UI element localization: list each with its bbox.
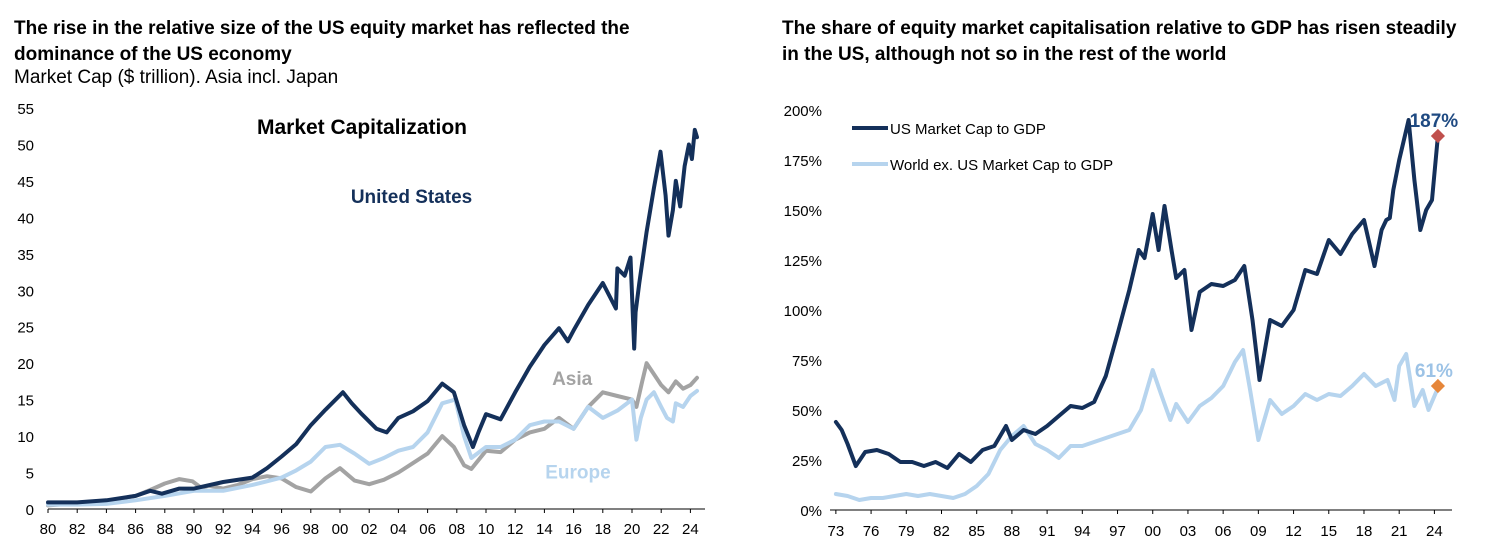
y-tick-label: 25% bbox=[792, 453, 822, 470]
market-cap-chart: 0 5 10 15 20 25 30 35 40 45 50 55 80 82 84 86 88 90 92 94 96… bbox=[17, 101, 705, 538]
x-tick-label: 00 bbox=[332, 521, 349, 538]
y-tick-label: 20 bbox=[17, 356, 34, 373]
y-tick-label: 10 bbox=[17, 429, 34, 446]
right-chart-panel: The share of equity market capitalisatio… bbox=[760, 0, 1486, 555]
inner-chart-title: Market Capitalization bbox=[257, 116, 467, 139]
left-chart-headline: The rise in the relative size of the US … bbox=[14, 18, 630, 65]
x-tick-label: 12 bbox=[507, 521, 524, 538]
y-tick-label: 5 bbox=[26, 466, 34, 483]
x-tick-label: 12 bbox=[1285, 523, 1302, 540]
market-cap-to-gdp-chart: 0% 25% 50% 75% 100% 125% 150% 175% 200% 73 76 79 82 8… bbox=[784, 103, 1459, 540]
y-tick-label: 125% bbox=[784, 253, 822, 270]
x-tick-label: 94 bbox=[244, 521, 261, 538]
series-line-europe bbox=[46, 388, 699, 507]
x-tick-label: 18 bbox=[1356, 523, 1373, 540]
x-tick-label: 02 bbox=[361, 521, 378, 538]
x-tick-label: 06 bbox=[419, 521, 436, 538]
x-tick-label: 24 bbox=[682, 521, 699, 538]
x-tick-label: 97 bbox=[1109, 523, 1126, 540]
series-label-asia: Asia bbox=[552, 369, 593, 390]
x-tick-label: 04 bbox=[390, 521, 407, 538]
x-tick-label: 88 bbox=[156, 521, 173, 538]
x-tick-label: 09 bbox=[1250, 523, 1267, 540]
series-label-united-states: United States bbox=[351, 187, 472, 208]
y-tick-label: 100% bbox=[784, 303, 822, 320]
x-tick-label: 24 bbox=[1426, 523, 1443, 540]
x-tick-label: 91 bbox=[1039, 523, 1056, 540]
end-marker bbox=[1430, 378, 1445, 394]
x-tick-label: 16 bbox=[565, 521, 582, 538]
legend-label: World ex. US Market Cap to GDP bbox=[890, 157, 1113, 174]
x-tick-label: 82 bbox=[933, 523, 950, 540]
end-value-label: 187% bbox=[1410, 111, 1459, 132]
left-chart-subtitle: Market Cap ($ trillion). Asia incl. Japa… bbox=[14, 67, 339, 88]
end-value-label: 61% bbox=[1415, 361, 1453, 382]
series-line-world-ex-us-market-cap-to-gdp bbox=[833, 348, 1440, 502]
series-label-europe: Europe bbox=[545, 462, 610, 483]
y-tick-label: 0 bbox=[26, 502, 34, 519]
x-tick-label: 82 bbox=[69, 521, 86, 538]
left-chart-panel: The rise in the relative size of the US … bbox=[0, 0, 740, 555]
y-tick-label: 30 bbox=[17, 283, 34, 300]
y-tick-label: 50 bbox=[17, 137, 34, 154]
x-tick-label: 98 bbox=[302, 521, 319, 538]
y-tick-label: 40 bbox=[17, 210, 34, 227]
legend-label: US Market Cap to GDP bbox=[890, 121, 1046, 138]
y-tick-label: 25 bbox=[17, 320, 34, 337]
x-tick-label: 79 bbox=[898, 523, 915, 540]
y-tick-label: 175% bbox=[784, 153, 822, 170]
x-tick-label: 73 bbox=[828, 523, 845, 540]
x-tick-label: 21 bbox=[1391, 523, 1408, 540]
x-tick-label: 80 bbox=[40, 521, 57, 538]
right-chart-headline: The share of equity market capitalisatio… bbox=[782, 18, 1457, 65]
series-line-us-market-cap-to-gdp bbox=[833, 118, 1440, 470]
x-tick-label: 06 bbox=[1215, 523, 1232, 540]
x-tick-label: 92 bbox=[215, 521, 232, 538]
x-tick-label: 76 bbox=[863, 523, 880, 540]
x-tick-label: 10 bbox=[478, 521, 495, 538]
x-tick-label: 94 bbox=[1074, 523, 1091, 540]
x-tick-label: 90 bbox=[186, 521, 203, 538]
x-tick-label: 00 bbox=[1144, 523, 1161, 540]
x-tick-label: 08 bbox=[448, 521, 465, 538]
x-tick-label: 20 bbox=[624, 521, 641, 538]
x-tick-label: 18 bbox=[594, 521, 611, 538]
series-line-united-states bbox=[46, 127, 699, 505]
end-marker bbox=[1430, 128, 1445, 144]
x-tick-label: 85 bbox=[968, 523, 985, 540]
x-tick-label: 84 bbox=[98, 521, 115, 538]
x-tick-label: 15 bbox=[1320, 523, 1337, 540]
y-tick-label: 150% bbox=[784, 203, 822, 220]
y-tick-label: 200% bbox=[784, 103, 822, 120]
y-tick-label: 35 bbox=[17, 247, 34, 264]
y-tick-label: 45 bbox=[17, 174, 34, 191]
x-tick-label: 88 bbox=[1004, 523, 1021, 540]
x-tick-label: 14 bbox=[536, 521, 553, 538]
x-tick-label: 86 bbox=[127, 521, 144, 538]
y-tick-label: 75% bbox=[792, 353, 822, 370]
x-tick-label: 96 bbox=[273, 521, 290, 538]
series-line-asia bbox=[46, 361, 699, 508]
y-tick-label: 55 bbox=[17, 101, 34, 118]
x-tick-label: 22 bbox=[653, 521, 670, 538]
y-tick-label: 15 bbox=[17, 393, 34, 410]
y-tick-label: 50% bbox=[792, 403, 822, 420]
x-tick-label: 03 bbox=[1180, 523, 1197, 540]
y-tick-label: 0% bbox=[800, 503, 822, 520]
